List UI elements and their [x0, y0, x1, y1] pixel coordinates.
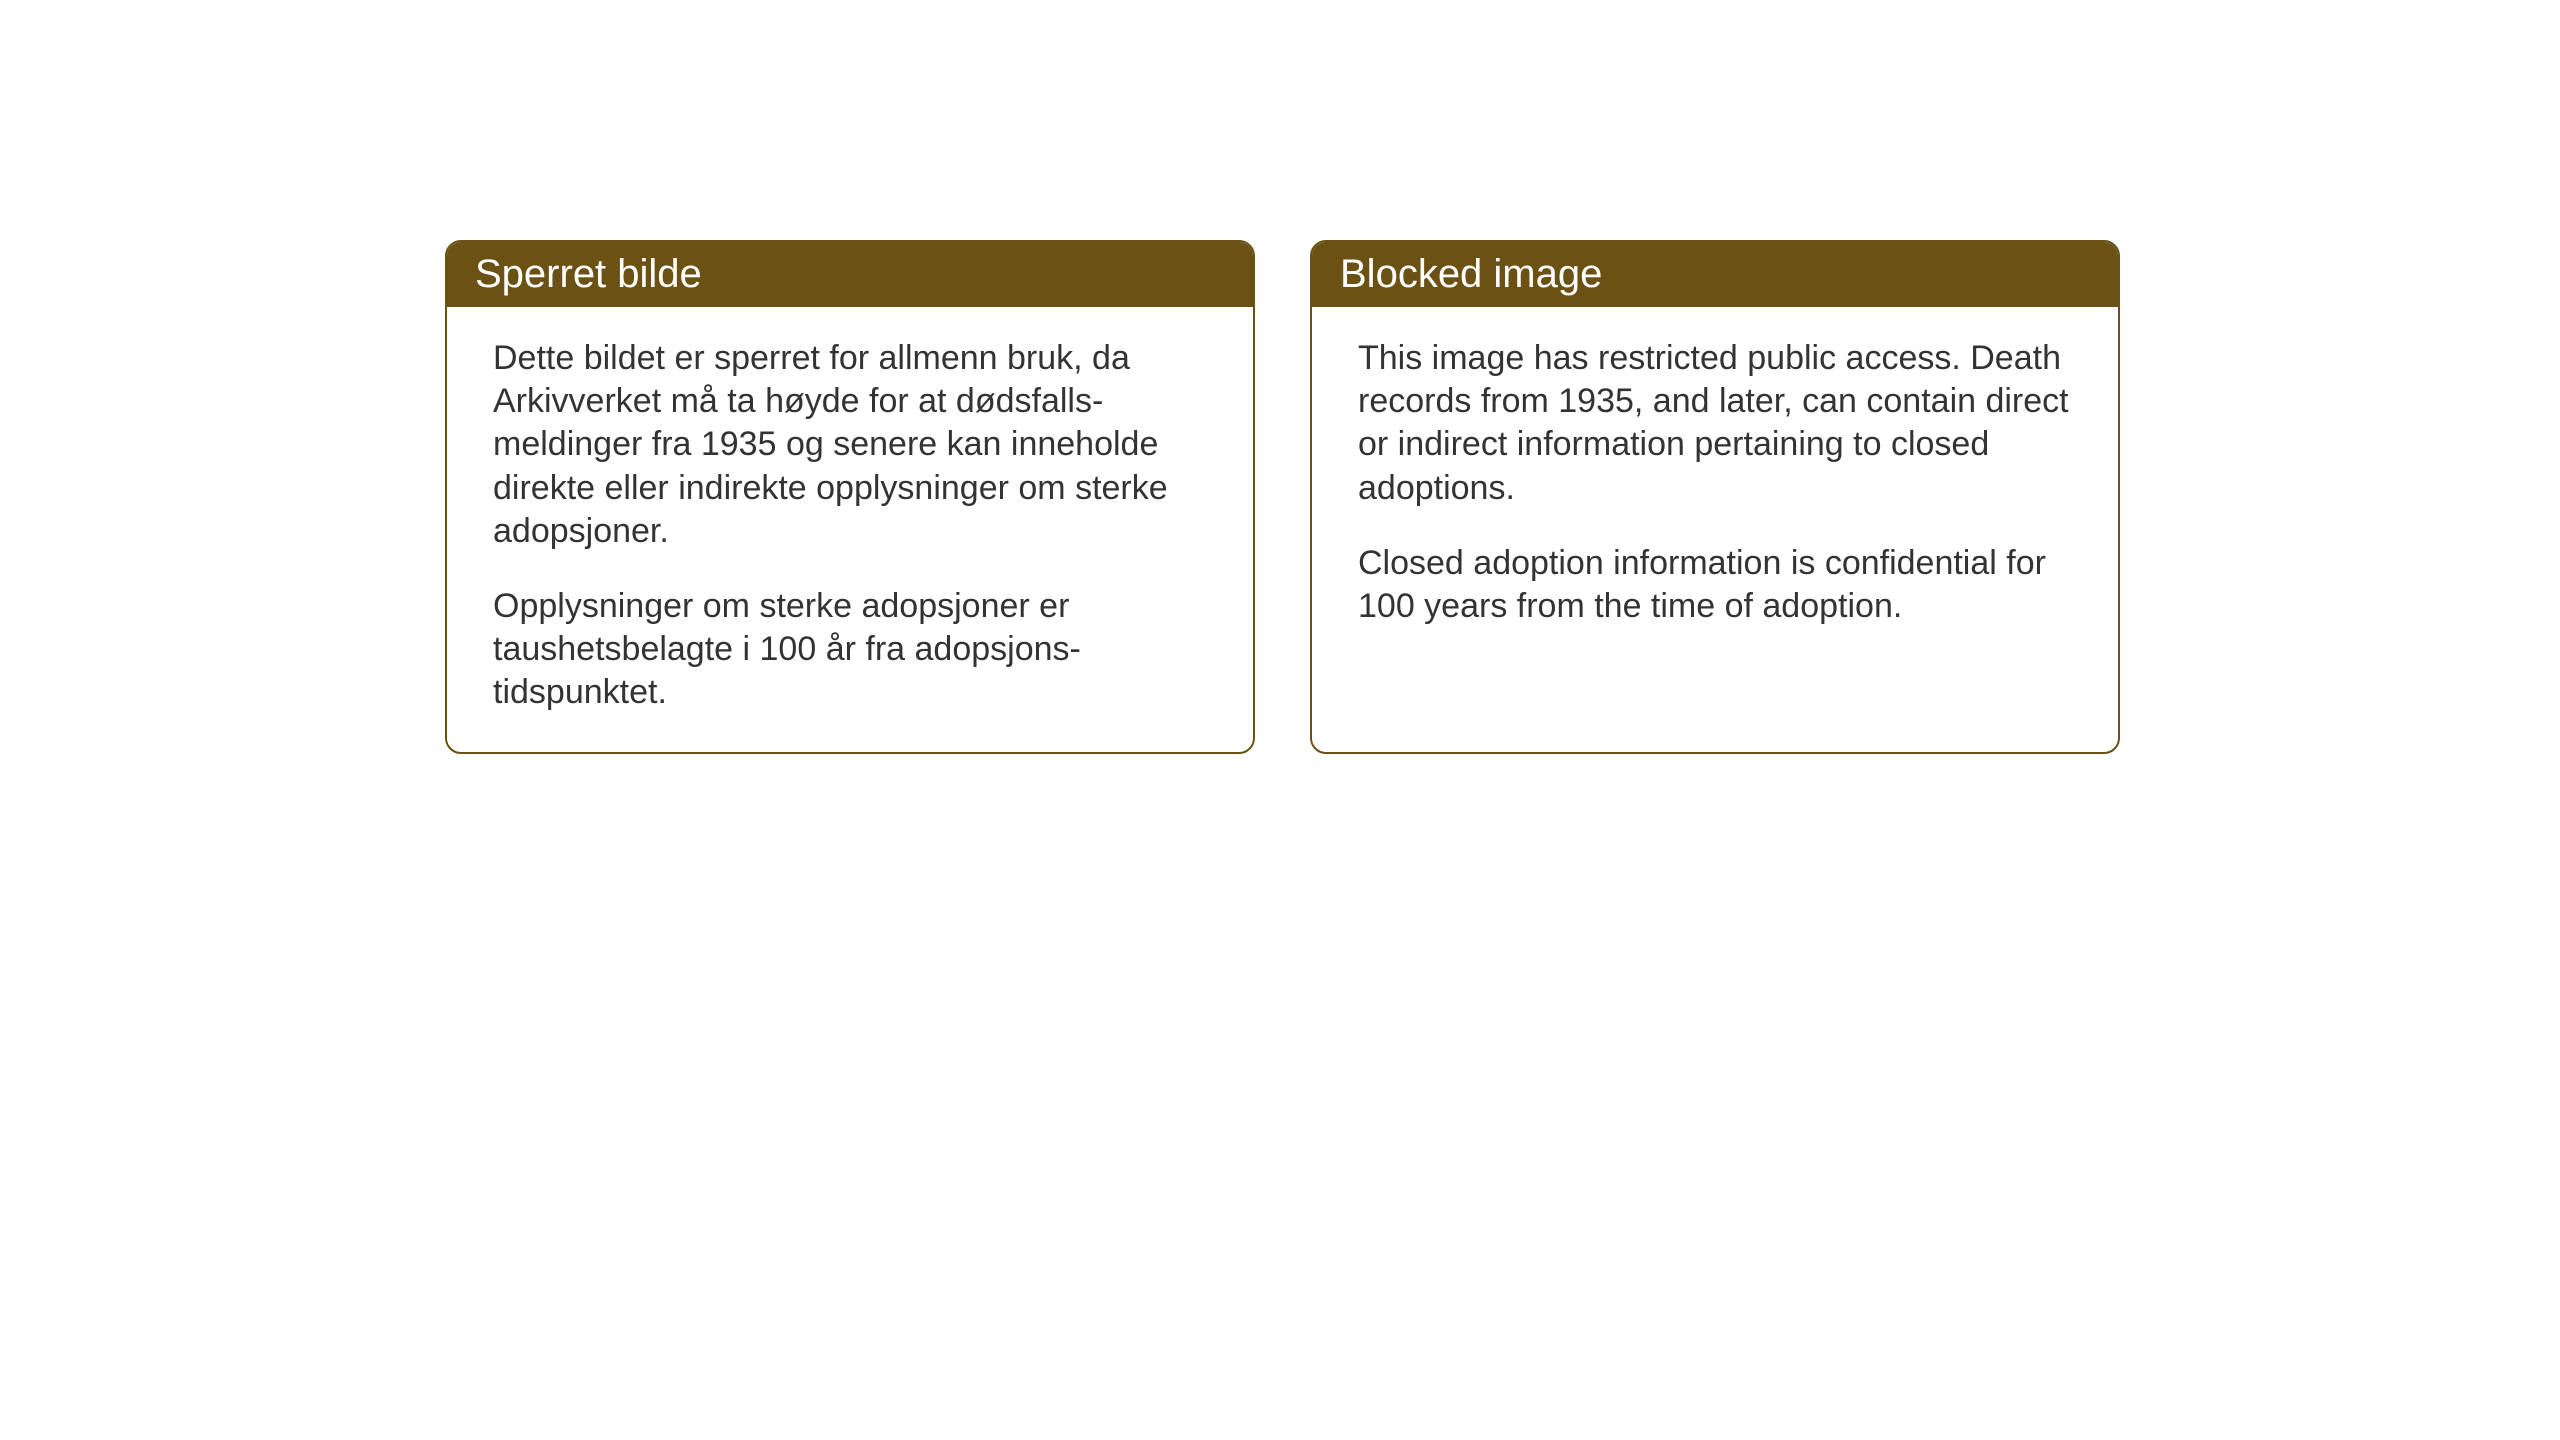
card-norwegian-body: Dette bildet er sperret for allmenn bruk…	[447, 307, 1253, 752]
card-english-header: Blocked image	[1312, 242, 2118, 307]
card-norwegian-title: Sperret bilde	[475, 252, 702, 296]
card-norwegian-para2: Opplysninger om sterke adopsjoner er tau…	[493, 585, 1207, 715]
card-english-para2: Closed adoption information is confident…	[1358, 542, 2072, 628]
cards-container: Sperret bilde Dette bildet er sperret fo…	[445, 240, 2120, 754]
card-english-title: Blocked image	[1340, 252, 1602, 296]
card-english-para1: This image has restricted public access.…	[1358, 337, 2072, 510]
card-norwegian: Sperret bilde Dette bildet er sperret fo…	[445, 240, 1255, 754]
card-norwegian-para1: Dette bildet er sperret for allmenn bruk…	[493, 337, 1207, 553]
card-english-body: This image has restricted public access.…	[1312, 307, 2118, 747]
card-norwegian-header: Sperret bilde	[447, 242, 1253, 307]
card-english: Blocked image This image has restricted …	[1310, 240, 2120, 754]
